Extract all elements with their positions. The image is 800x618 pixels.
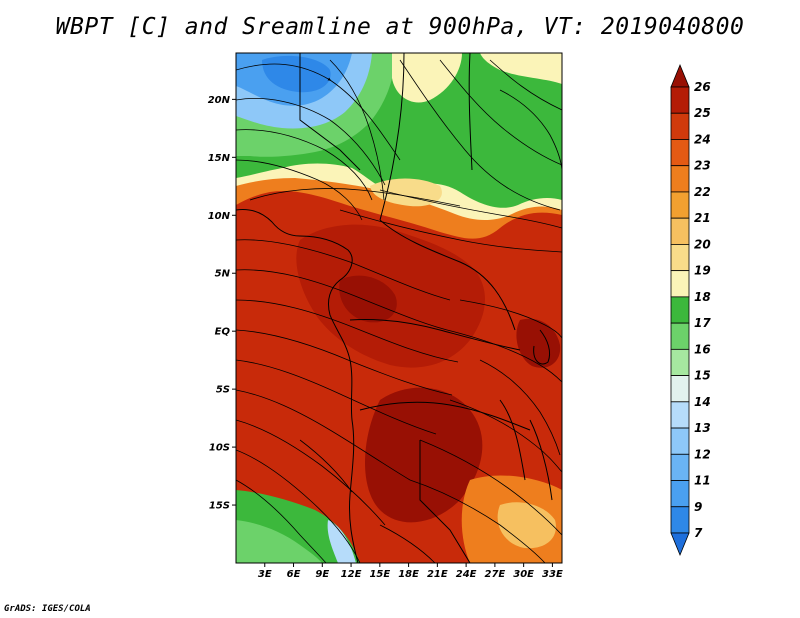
colorbar-swatch [670,506,690,534]
lat-tick-label: 10S [209,443,230,454]
lon-tick-label: 18E [398,569,419,580]
colorbar-swatch [670,139,690,167]
coastline-boundaries [236,53,553,563]
colorbar-label: 17 [694,316,711,330]
colorbar-label: 18 [694,290,711,304]
lat-tick-label: 10N [208,211,231,222]
lon-tick-label: 3E [258,569,272,580]
latitude-axis: 20N 15N 10N 5N EQ 5S 10S 15S [208,95,236,512]
lon-tick-label: 30E [513,569,534,580]
colorbar-label: 12 [694,447,711,461]
grads-credit: GrADS: IGES/COLA [4,604,91,614]
colorbar-label: 19 [694,264,711,278]
colorbar-label: 7 [694,526,703,540]
colorbar-label: 15 [694,369,711,383]
colorbar-label: 20 [694,237,711,251]
longitude-axis: 3E 6E 9E 12E 15E 18E 21E 24E 27E 30E 33E [258,563,563,580]
lon-tick-label: 12E [341,569,362,580]
colorbar-label: 24 [694,132,711,146]
colorbar-swatch [670,217,690,245]
lon-tick-label: 9E [315,569,329,580]
colorbar-swatch [670,296,690,324]
streamlines [236,59,562,563]
colorbar-label: 9 [694,500,702,514]
colorbar-swatch [670,244,690,272]
chart-title: WBPT [C] and Sreamline at 900hPa, VT: 20… [55,14,745,40]
colorbar-label: 22 [694,185,711,199]
lat-tick-label: 5S [216,385,230,396]
lon-tick-label: 6E [287,569,301,580]
lon-tick-label: 27E [485,569,506,580]
colorbar-swatch [670,453,690,481]
lon-tick-label: 21E [427,569,448,580]
colorbar-label: 14 [694,395,711,409]
lat-tick-label: 5N [215,269,231,280]
map-frame [235,52,563,564]
colorbar-label: 11 [694,474,711,488]
colorbar-swatch [670,112,690,140]
colorbar-label: 25 [694,106,711,120]
lat-tick-label: 15S [209,501,230,512]
colorbar-swatch [670,401,690,429]
wbpt-field [236,53,562,563]
lat-tick-label: 20N [208,95,231,106]
colorbar-swatch [670,86,690,114]
colorbar-label: 26 [694,80,711,94]
colorbar-swatch [670,270,690,298]
colorbar: 7 9 11 12 13 14 15 16 17 18 19 20 21 22 23 24 25 26 [670,63,711,557]
colorbar-swatch [670,191,690,219]
colorbar-swatch [670,348,690,376]
colorbar-top-arrow [670,63,690,88]
colorbar-label: 23 [694,159,711,173]
colorbar-label: 21 [694,211,711,225]
colorbar-swatch [670,427,690,455]
lat-tick-label: 15N [208,153,231,164]
colorbar-swatch [670,375,690,403]
colorbar-swatch [670,480,690,508]
colorbar-label: 13 [694,421,711,435]
colorbar-swatch [670,165,690,193]
lon-tick-label: 33E [542,569,563,580]
lon-tick-label: 15E [369,569,390,580]
lon-tick-label: 24E [456,569,477,580]
colorbar-label: 16 [694,342,711,356]
lat-tick-label: EQ [215,327,231,338]
colorbar-swatch [670,322,690,350]
colorbar-bottom-arrow [670,532,690,557]
